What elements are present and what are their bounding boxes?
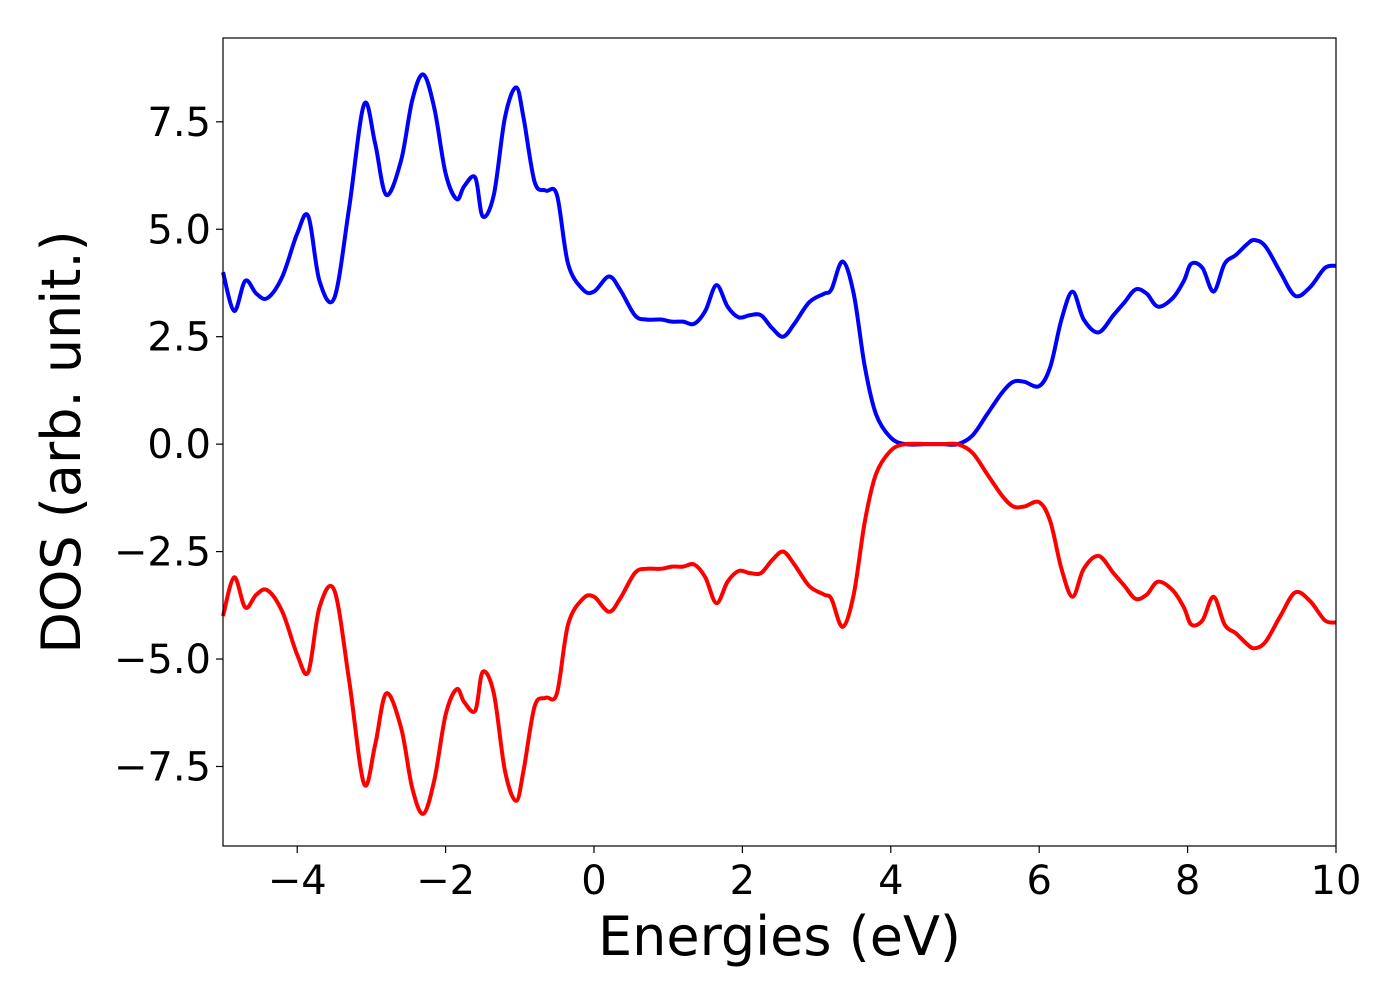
x-tick-label: −4 (268, 858, 327, 904)
y-tick-label: 5.0 (147, 207, 211, 253)
plot-frame (222, 37, 1337, 847)
y-tick-label: 2.5 (147, 315, 211, 361)
x-tick-label: 4 (878, 858, 903, 904)
series-layer (221, 72, 1337, 816)
y-tick-label: 0.0 (147, 422, 211, 468)
x-axis: −4 −2 0 2 4 6 8 10 (268, 846, 1362, 904)
dos-line-red (221, 441, 1337, 816)
x-axis-label: Energies (eV) (598, 905, 961, 968)
y-tick-label: −7.5 (114, 744, 211, 790)
y-tick-label: 7.5 (147, 100, 211, 146)
x-tick-label: 8 (1175, 858, 1200, 904)
x-tick-label: 10 (1311, 858, 1362, 904)
x-tick-label: 2 (730, 858, 755, 904)
y-tick-label: −5.0 (114, 637, 211, 683)
dos-line-blue (221, 72, 1337, 447)
y-tick-label: −2.5 (114, 530, 211, 576)
y-axis: −7.5 −5.0 −2.5 0.0 2.5 5.0 7.5 (114, 100, 223, 790)
x-tick-label: −2 (416, 858, 475, 904)
x-tick-label: 0 (581, 858, 606, 904)
x-tick-label: 6 (1026, 858, 1051, 904)
y-axis-label: DOS (arb. unit.) (30, 230, 93, 653)
